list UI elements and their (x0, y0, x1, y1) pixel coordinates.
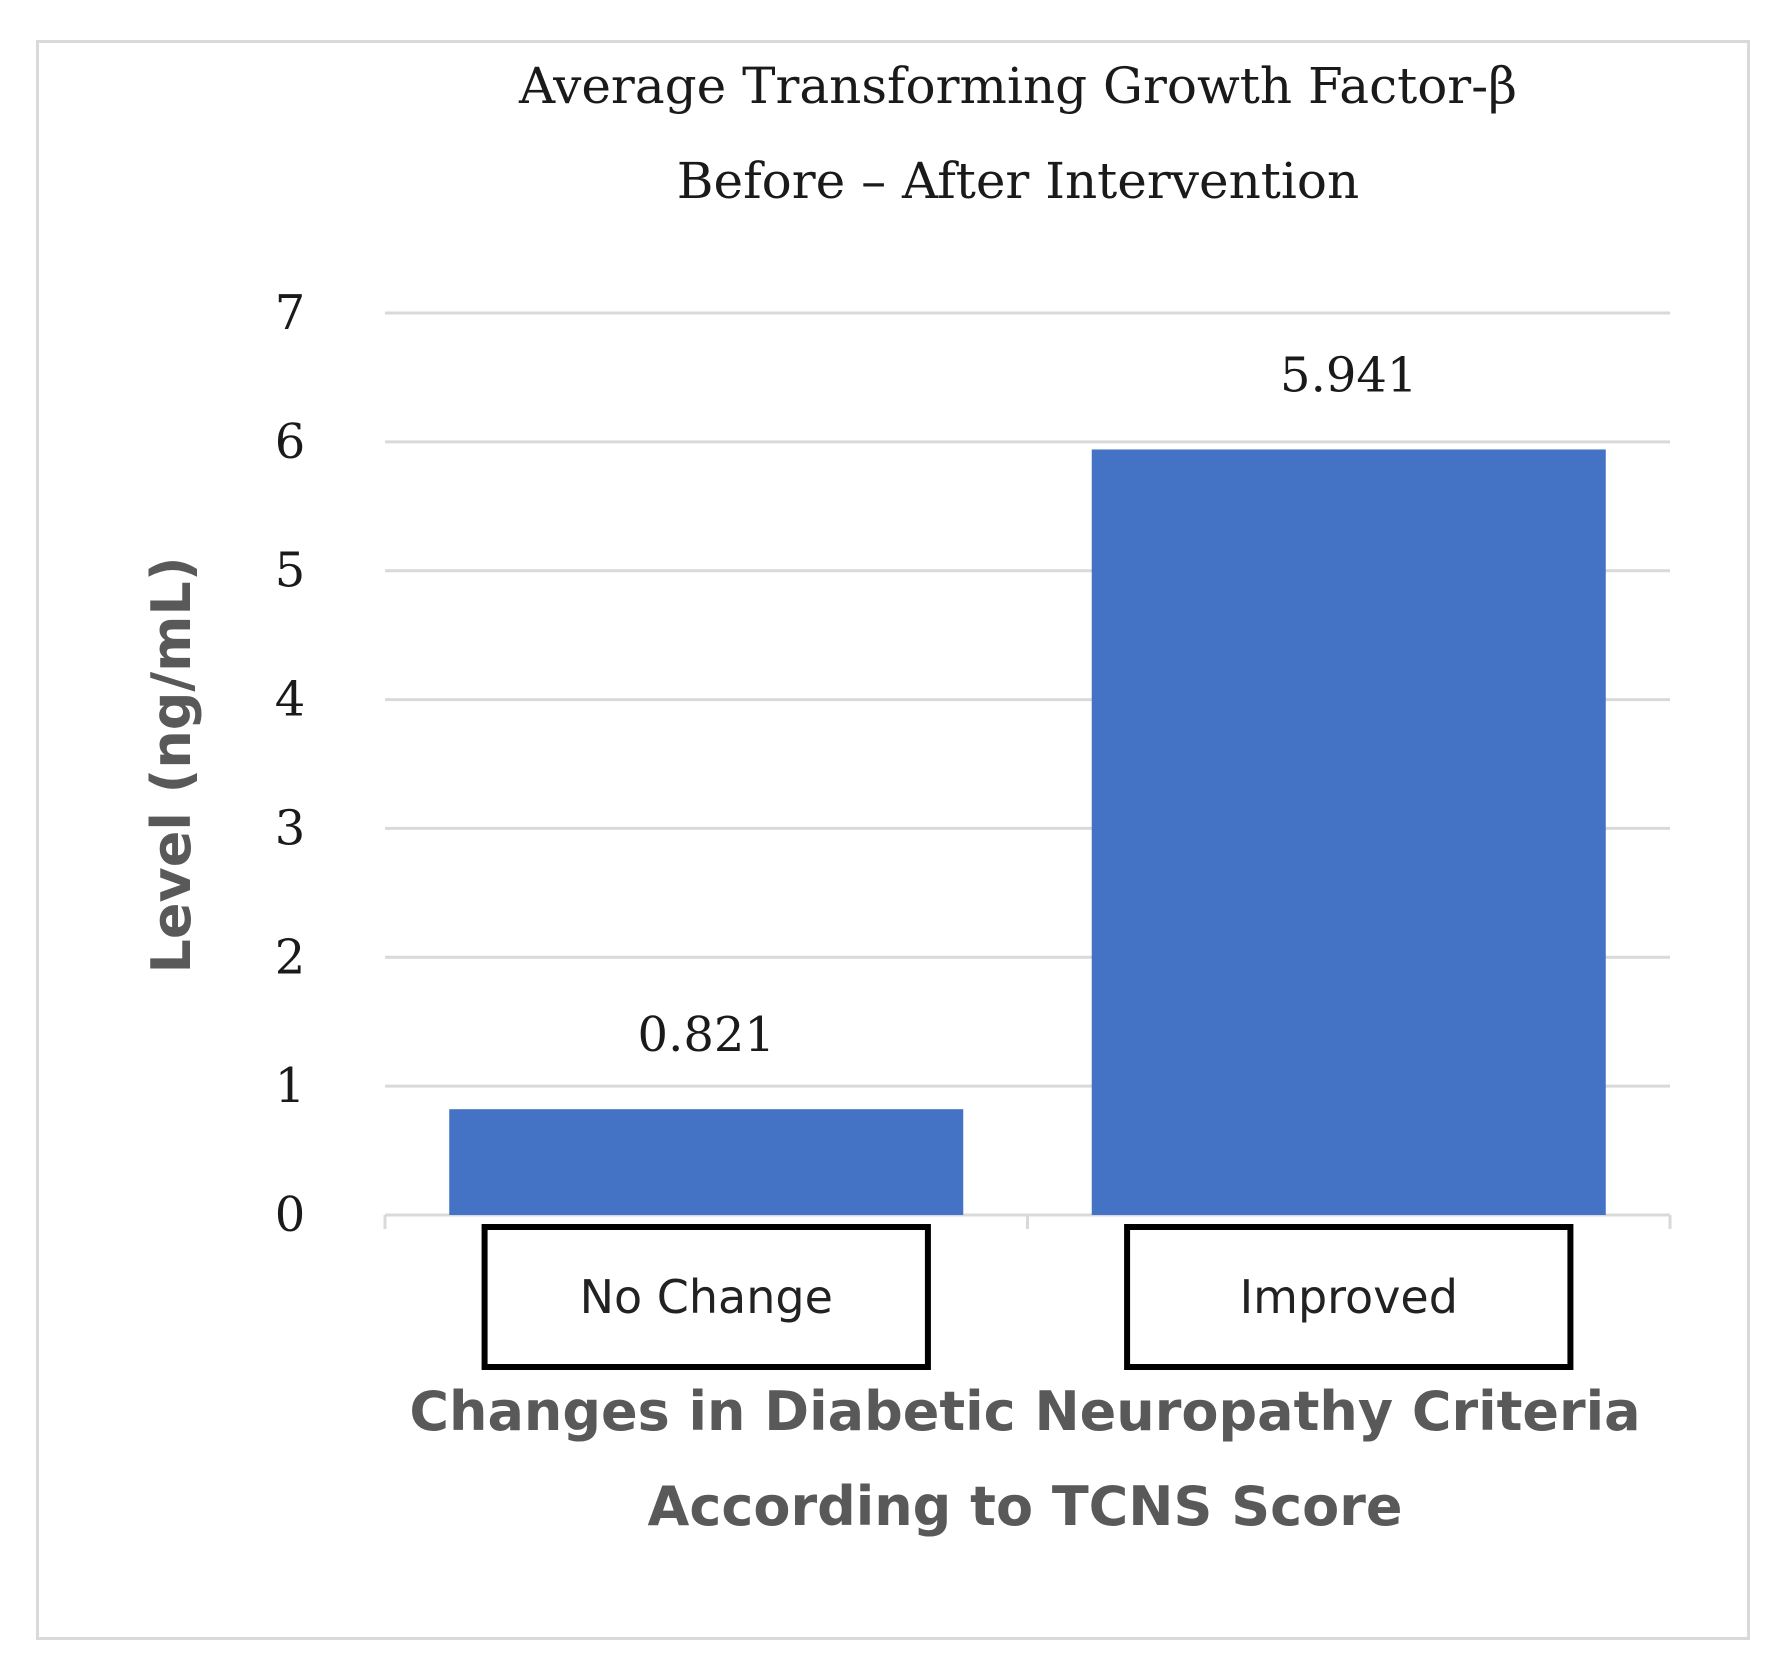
chart-title-line-2: Before – After Intervention (677, 152, 1359, 210)
data-label: 0.821 (638, 1007, 775, 1063)
y-axis-ticks: 0 1 2 3 4 5 6 7 (275, 285, 306, 1243)
category-label: No Change (580, 1270, 833, 1324)
category-box (481, 1224, 931, 1370)
chart-title-line-1: Average Transforming Growth Factor-β (518, 57, 1517, 115)
y-axis-title: Level (ng/mL) (140, 556, 203, 973)
y-tick-label: 7 (275, 285, 306, 341)
y-tick-label: 4 (275, 672, 306, 728)
y-tick-label: 6 (275, 414, 306, 470)
bars (449, 449, 1606, 1215)
x-axis-title-line-1: Changes in Diabetic Neuropathy Criteria (409, 1380, 1640, 1443)
y-tick-label: 3 (275, 800, 306, 856)
x-axis-title-line-2: According to TCNS Score (648, 1475, 1403, 1538)
y-tick-label: 2 (275, 929, 306, 985)
y-tick-label: 5 (275, 543, 306, 599)
y-tick-label: 0 (275, 1187, 306, 1243)
y-tick-label: 1 (275, 1058, 306, 1114)
category-box (1124, 1224, 1574, 1370)
category-labels: No Change Improved (481, 1224, 1574, 1370)
bar-no-change (449, 1109, 964, 1215)
data-labels: 0.821 5.941 (638, 347, 1418, 1063)
category-label: Improved (1240, 1270, 1458, 1324)
data-label: 5.941 (1280, 347, 1417, 403)
bar-improved (1091, 449, 1606, 1215)
